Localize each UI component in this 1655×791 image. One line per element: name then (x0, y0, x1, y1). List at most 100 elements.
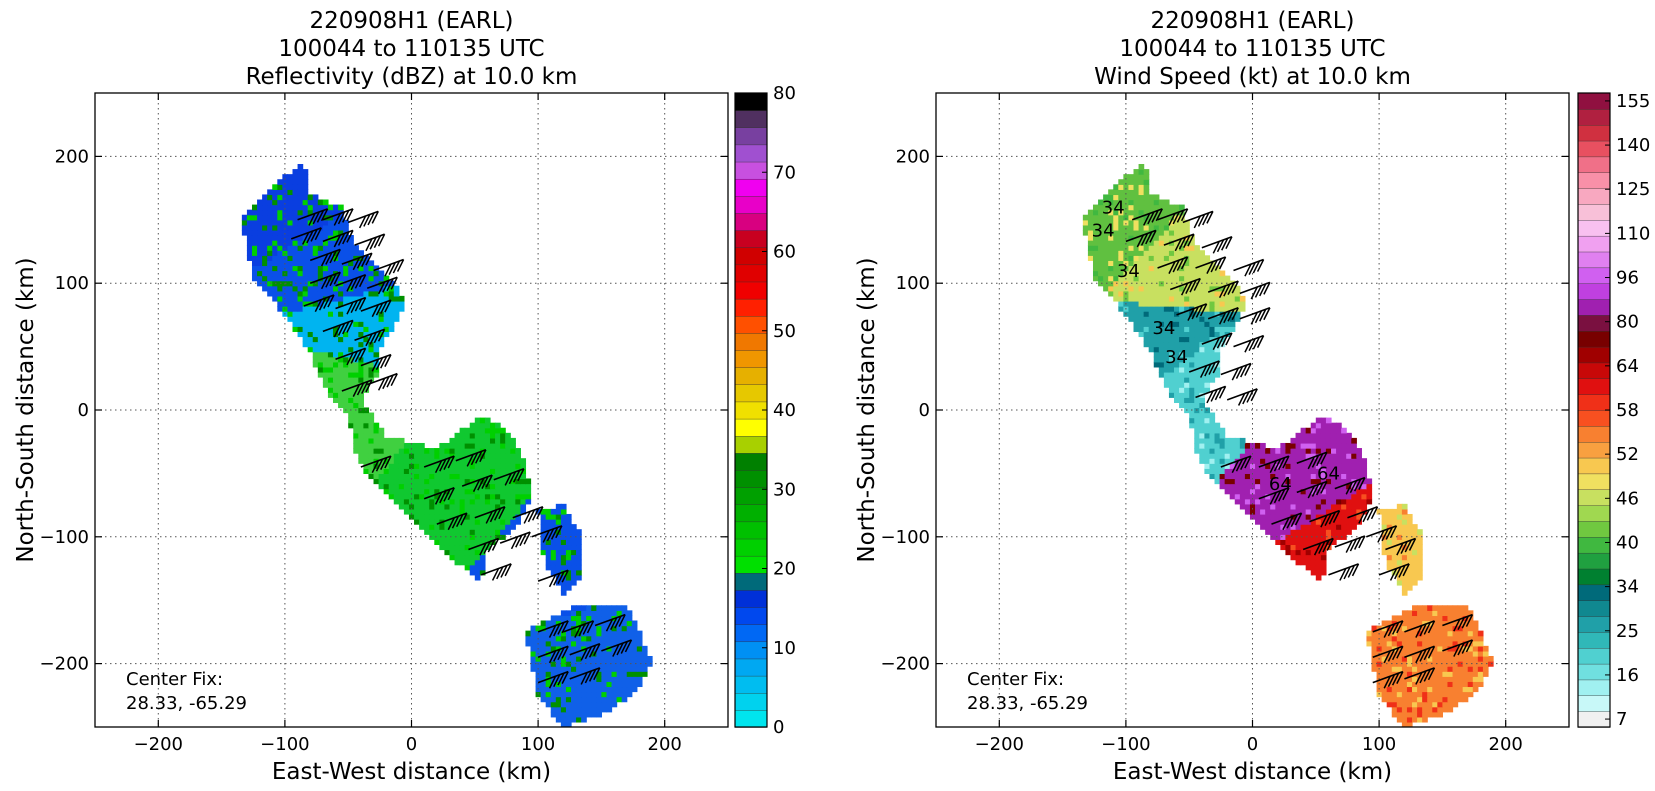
field-cell (1381, 549, 1388, 556)
field-cell (606, 681, 613, 688)
field-cell (1219, 442, 1226, 449)
field-cell (631, 635, 638, 642)
field-cell (358, 397, 364, 403)
field-cell (1432, 635, 1438, 642)
field-cell (1209, 356, 1216, 363)
field-cell (353, 417, 359, 424)
field-cell (327, 219, 334, 226)
field-cell (439, 473, 446, 480)
field-cell (1128, 235, 1135, 241)
field-cell (591, 655, 597, 662)
field-cell (1204, 377, 1211, 383)
field-cell (1148, 311, 1155, 317)
field-cell (1265, 468, 1271, 474)
field-cell (444, 468, 451, 474)
field-cell (408, 448, 415, 454)
field-cell (1412, 696, 1418, 703)
field-cell (1351, 458, 1357, 464)
field-cell (348, 290, 354, 297)
field-cell (1158, 245, 1165, 251)
field-cell (1290, 539, 1297, 546)
field-cell (363, 437, 370, 444)
field-cell (1417, 615, 1423, 622)
field-cell (1330, 432, 1337, 439)
colorbar-tick-label: 46 (1616, 488, 1639, 509)
field-cell (1128, 219, 1135, 226)
field-cell (1179, 382, 1185, 388)
field-cell (307, 204, 314, 211)
field-cell (1113, 250, 1119, 256)
field-cell (1148, 270, 1155, 277)
field-cell (1472, 620, 1479, 627)
field-cell (591, 686, 597, 693)
field-cell (540, 544, 547, 551)
field-cell (1174, 300, 1180, 307)
wind-barb (423, 487, 455, 505)
field-cell (414, 442, 420, 449)
field-cell (1482, 645, 1489, 652)
field-cell (1422, 716, 1428, 723)
field-cell (343, 392, 349, 398)
field-cell (1346, 437, 1352, 444)
field-cell (571, 655, 577, 662)
field-cell (489, 463, 496, 469)
field-cell (1158, 240, 1165, 246)
field-cell (505, 488, 511, 495)
field-cell (277, 214, 283, 221)
field-cell (439, 513, 446, 520)
field-cell (444, 529, 451, 535)
field-cell (1295, 503, 1302, 510)
field-cell (1336, 534, 1342, 540)
wind-barb (1169, 277, 1201, 296)
field-cell (1422, 650, 1428, 657)
field-cell (1437, 666, 1443, 672)
colorbar-tick-label: 0 (773, 717, 784, 738)
field-cell (495, 519, 501, 525)
field-cell (1305, 463, 1312, 469)
field-cell (287, 194, 294, 201)
field-cell (530, 640, 537, 647)
field-cell (1174, 265, 1180, 272)
field-cell (287, 214, 294, 221)
field-cell (1133, 326, 1140, 332)
field-cell (616, 681, 623, 688)
field-cell (1184, 306, 1190, 312)
field-cell (1158, 326, 1165, 332)
field-cell (555, 686, 562, 693)
field-cell (581, 620, 587, 627)
field-cell (1457, 655, 1464, 662)
field-cell (1179, 321, 1185, 327)
field-cell (327, 290, 334, 297)
field-cell (611, 630, 618, 637)
field-cell (1214, 442, 1221, 449)
field-cell (393, 498, 400, 505)
field-cell (1290, 463, 1297, 469)
field-cell (1214, 341, 1221, 348)
field-cell (403, 498, 410, 505)
field-cell (1422, 615, 1428, 622)
field-cell (1310, 508, 1317, 515)
field-cell (317, 316, 324, 322)
field-cell (393, 488, 400, 495)
field-cell (327, 361, 334, 368)
field-cell (479, 422, 486, 429)
field-cell (1118, 204, 1124, 211)
field-cell (646, 655, 653, 662)
field-cell (469, 569, 476, 576)
field-cell (1391, 630, 1398, 637)
field-cell (1396, 519, 1403, 525)
field-cell (565, 529, 572, 535)
field-cell (1174, 229, 1180, 236)
field-cell (1275, 448, 1281, 454)
field-cell (1189, 255, 1195, 261)
field-cell (1320, 448, 1327, 454)
field-cell (353, 285, 359, 292)
field-cell (1168, 275, 1175, 282)
field-cell (1300, 427, 1307, 434)
field-cell (1148, 290, 1155, 297)
field-cell (1452, 630, 1459, 637)
field-cell (1174, 356, 1180, 363)
field-cell (1153, 235, 1160, 241)
field-cell (1158, 285, 1165, 292)
field-cell (1457, 681, 1464, 688)
